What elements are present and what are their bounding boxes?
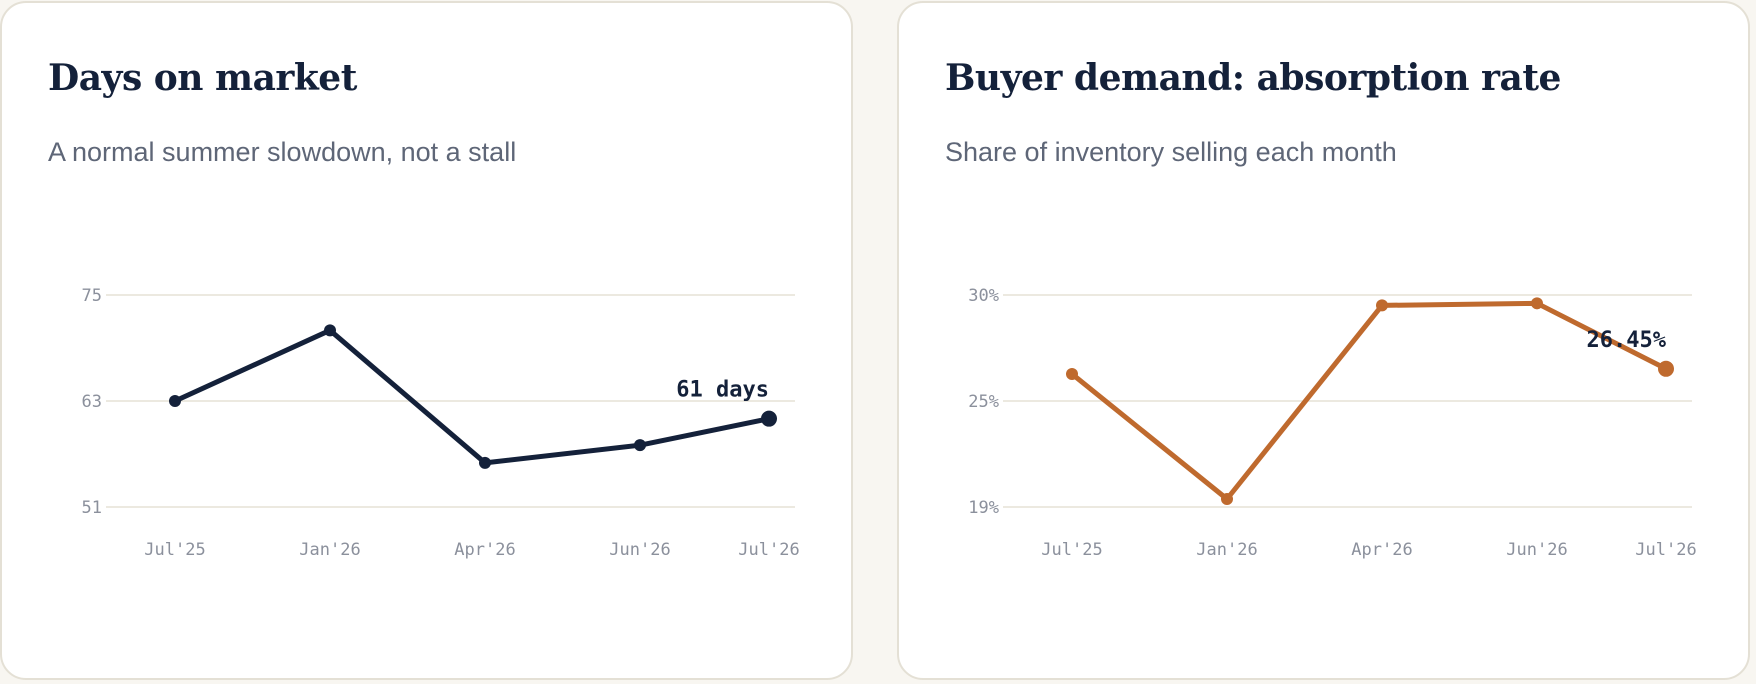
data-point [479, 456, 491, 469]
data-point [1376, 299, 1388, 312]
end-point [761, 410, 777, 427]
chart-subtitle: Share of inventory selling each month [945, 137, 1397, 167]
days-on-market-chart: 75 63 51 Jul'25 Jan'26 Apr'26 Jun'26 Jul'26 61 d… [82, 286, 800, 560]
x-tick-label: Jan'26 [299, 540, 360, 560]
x-tick-label: Apr'26 [454, 540, 515, 560]
chart-title: Buyer demand: absorption rate [945, 57, 1561, 99]
x-tick-label: Jul'26 [738, 540, 799, 560]
y-tick-label: 75 [82, 286, 102, 306]
absorption-rate-chart: 30% 25% 19% Jul'25 Jan'26 Apr'26 Jun'26 Jul'26 2… [968, 286, 1696, 560]
data-point [634, 439, 646, 452]
y-tick-label: 63 [82, 392, 102, 412]
x-tick-label: Jul'25 [144, 540, 205, 560]
y-tick-label: 19% [968, 498, 999, 518]
end-value-label: 26.45% [1587, 328, 1667, 353]
absorption-rate-card: Buyer demand: absorption rate Share of i… [897, 1, 1750, 680]
data-point [1531, 297, 1543, 310]
y-tick-label: 51 [82, 498, 102, 518]
data-point [1221, 493, 1233, 505]
x-tick-label: Jan'26 [1196, 540, 1257, 560]
chart-title: Days on market [48, 57, 357, 99]
y-tick-label: 25% [968, 392, 999, 412]
end-value-label: 61 days [676, 378, 769, 403]
data-point [1066, 367, 1078, 380]
x-tick-label: Jul'25 [1041, 540, 1102, 560]
x-tick-label: Jul'26 [1635, 540, 1696, 560]
x-tick-label: Jun'26 [1506, 540, 1567, 560]
days-on-market-card: Days on market A normal summer slowdown,… [0, 1, 853, 680]
x-tick-label: Apr'26 [1351, 540, 1412, 560]
data-point [324, 324, 336, 337]
data-point [169, 395, 181, 407]
end-point [1658, 360, 1674, 377]
x-tick-label: Jun'26 [609, 540, 670, 560]
chart-subtitle: A normal summer slowdown, not a stall [48, 137, 517, 167]
y-tick-label: 30% [968, 286, 999, 306]
